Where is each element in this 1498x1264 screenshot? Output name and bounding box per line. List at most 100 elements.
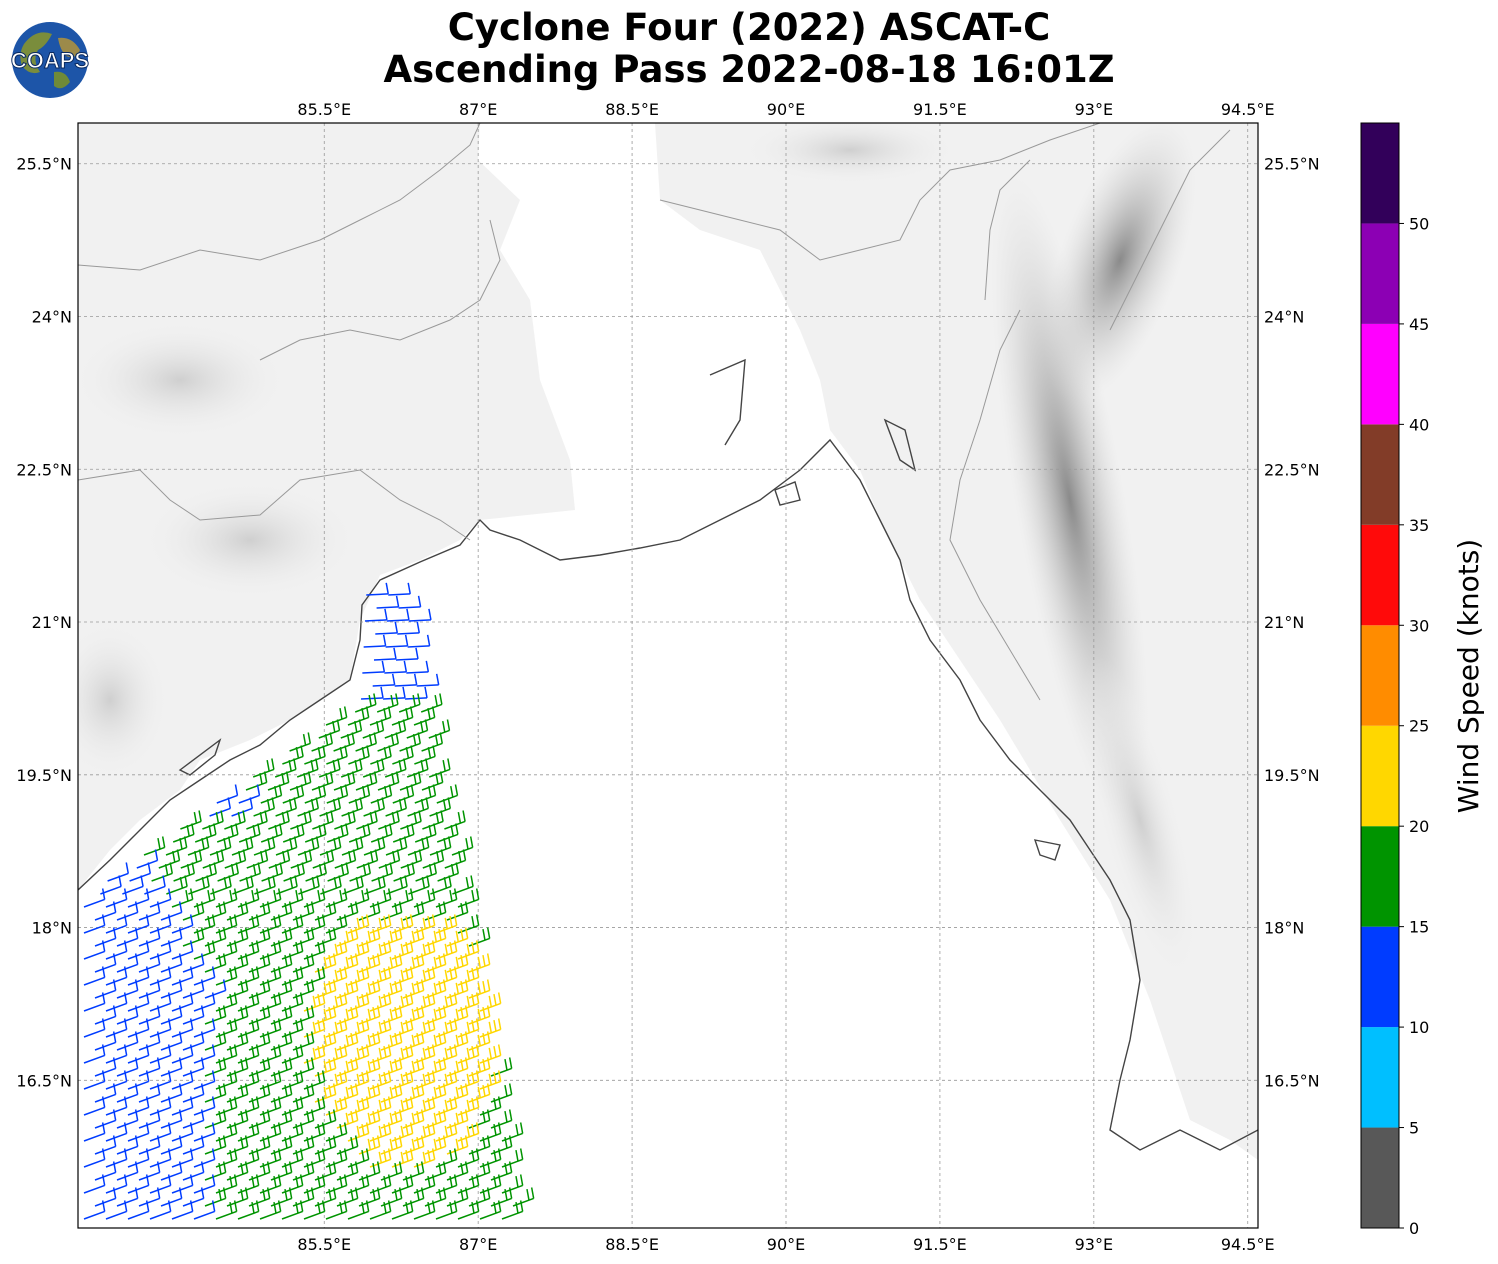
wind-barb — [151, 862, 174, 882]
wind-barb — [283, 862, 306, 882]
wind-barb — [204, 953, 227, 973]
wind-barb — [407, 797, 430, 817]
wind-barb — [289, 771, 312, 791]
wind-barb — [83, 1096, 106, 1116]
wind-barb — [252, 758, 275, 778]
wind-barb — [354, 693, 377, 713]
wind-barb — [377, 771, 400, 791]
wind-barb — [428, 758, 451, 778]
colorbar-bin — [1361, 524, 1399, 626]
wind-barb — [138, 1057, 161, 1077]
wind-barb — [105, 888, 128, 908]
wind-barb — [282, 784, 305, 804]
wind-barb — [83, 940, 106, 960]
lat-tick-label-left: 19.5°N — [16, 766, 72, 785]
wind-barb — [193, 1096, 216, 1116]
colorbar: 0 5 10 15 20 25 30 35 40 45 50 — [1360, 122, 1429, 1238]
wind-barb — [94, 927, 117, 947]
wind-barb — [468, 1031, 491, 1051]
lon-tick-label-bottom: 85.5°E — [297, 1235, 351, 1254]
wind-barb — [193, 1122, 216, 1142]
wind-barb — [160, 1005, 183, 1025]
wind-barb — [171, 1018, 194, 1038]
wind-barb — [356, 849, 379, 869]
wind-barb — [304, 784, 327, 804]
wind-barb — [160, 901, 183, 921]
wind-barb — [138, 1161, 161, 1181]
wind-barb — [305, 862, 328, 882]
svg-text:COAPS: COAPS — [11, 48, 89, 73]
wind-barb — [83, 888, 106, 908]
wind-barb — [407, 836, 430, 856]
colorbar-bin — [1361, 625, 1399, 726]
wind-barb — [149, 1148, 172, 1168]
wind-barb — [362, 758, 385, 778]
wind-barb — [479, 1200, 502, 1220]
wind-barb — [385, 836, 408, 856]
wind-barb — [160, 1057, 183, 1077]
wind-barb — [204, 979, 227, 999]
wind-barb — [94, 1187, 117, 1207]
wind-barb — [171, 1200, 194, 1220]
lat-tick-label-left: 16.5°N — [16, 1071, 72, 1090]
wind-barb — [105, 940, 128, 960]
wind-barb — [414, 784, 437, 804]
wind-barb — [193, 1200, 216, 1220]
wind-barb — [83, 1018, 106, 1038]
wind-barb — [395, 647, 419, 661]
wind-barb — [413, 1044, 436, 1064]
wind-barb — [398, 595, 422, 609]
wind-barb — [370, 823, 393, 843]
wind-barb — [326, 784, 349, 804]
wind-barb — [366, 582, 389, 596]
wind-barb — [384, 758, 407, 778]
wind-barb — [83, 1148, 106, 1168]
wind-barb — [363, 797, 386, 817]
wind-barb — [116, 1005, 139, 1025]
lon-tick-label-top: 90°E — [767, 100, 805, 119]
wind-barb — [319, 836, 342, 856]
wind-barb — [187, 836, 210, 856]
lon-tick-label-top: 88.5°E — [605, 100, 659, 119]
wind-barb — [160, 1187, 183, 1207]
title-line-1: Cyclone Four (2022) ASCAT-C — [447, 6, 1051, 49]
wind-barb — [413, 706, 436, 726]
wind-barb — [193, 992, 216, 1012]
wind-barb — [173, 862, 196, 882]
wind-barb — [171, 992, 194, 1012]
wind-barb — [362, 660, 386, 674]
wind-barb — [246, 810, 268, 830]
wind-barb — [182, 927, 205, 947]
wind-barb — [268, 849, 291, 869]
wind-barb — [105, 966, 128, 986]
wind-barb — [127, 966, 150, 986]
lon-tick-label-top: 85.5°E — [297, 100, 351, 119]
colorbar-tick-label: 45 — [1409, 315, 1429, 334]
wind-barb — [127, 1174, 150, 1194]
wind-barb — [261, 862, 284, 882]
wind-barb — [290, 849, 313, 869]
wind-barb — [428, 719, 451, 739]
wind-barb — [94, 1135, 117, 1155]
wind-barb — [149, 1018, 172, 1038]
colorbar-bin — [1361, 424, 1399, 525]
wind-barb — [180, 810, 202, 830]
wind-barb — [149, 888, 172, 908]
gridlines — [78, 123, 1258, 1228]
wind-barb — [363, 836, 386, 856]
wind-barb — [392, 784, 415, 804]
lon-tick-label-top: 94.5°E — [1221, 100, 1275, 119]
wind-barb — [105, 1174, 128, 1194]
lat-tick-label-left: 25.5°N — [16, 155, 72, 174]
title-line-2: Ascending Pass 2022-08-18 16:01Z — [383, 48, 1115, 91]
wind-barb — [182, 901, 205, 921]
wind-barb — [297, 797, 320, 817]
wind-barb — [83, 1070, 106, 1090]
wind-barb — [385, 797, 408, 817]
wind-barb — [296, 758, 319, 778]
wind-barb — [105, 1200, 128, 1220]
wind-barb — [370, 745, 392, 765]
wind-barb — [171, 1122, 194, 1142]
lat-tick-label-right: 21°N — [1264, 613, 1304, 632]
wind-barb — [116, 1109, 139, 1129]
